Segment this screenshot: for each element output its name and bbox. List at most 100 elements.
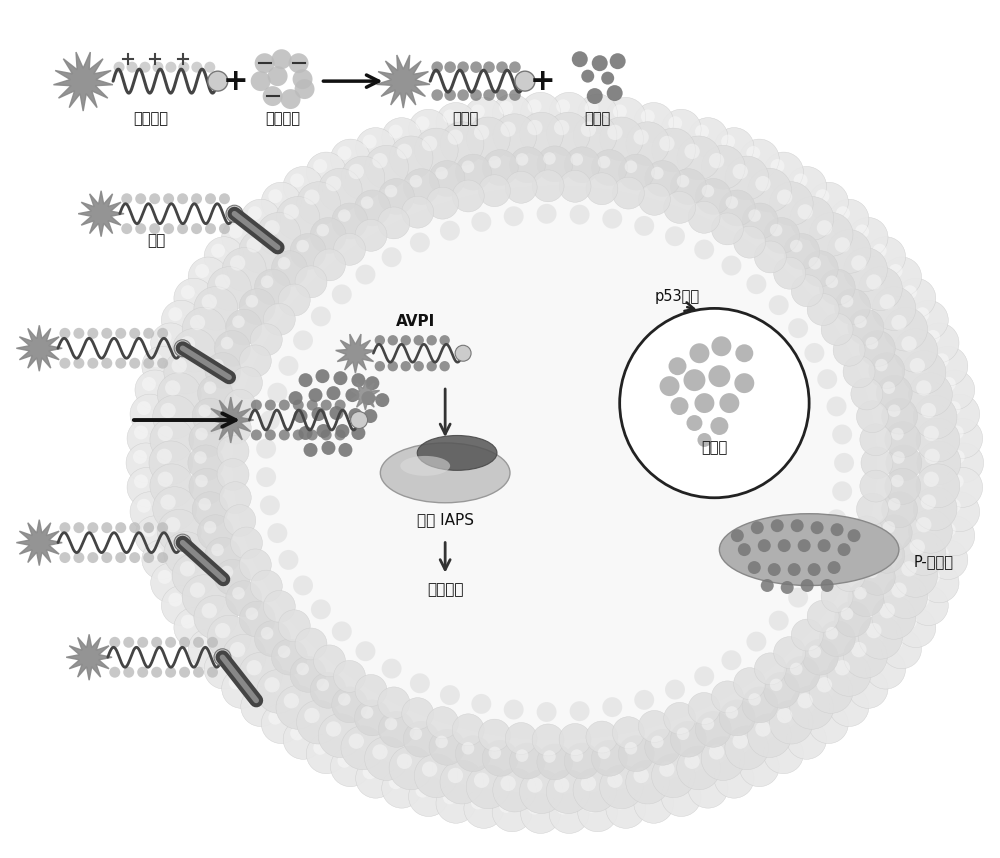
Circle shape [149,353,163,367]
Circle shape [455,154,491,190]
Circle shape [466,117,510,161]
Circle shape [851,642,867,657]
Circle shape [677,746,721,790]
Circle shape [345,388,359,402]
Circle shape [149,441,193,485]
Circle shape [276,196,320,240]
Circle shape [311,306,331,326]
Circle shape [748,714,791,758]
Circle shape [263,86,283,106]
Circle shape [721,765,735,779]
Circle shape [471,694,491,714]
Circle shape [297,182,340,226]
Circle shape [855,225,869,239]
Circle shape [761,579,774,592]
Circle shape [869,353,905,389]
Circle shape [708,366,730,387]
Circle shape [817,536,837,557]
Circle shape [222,217,262,257]
Circle shape [283,720,323,759]
Circle shape [807,293,839,325]
Circle shape [719,700,755,736]
Circle shape [854,316,867,328]
Circle shape [191,62,202,73]
Circle shape [505,722,537,754]
Circle shape [135,516,175,556]
Circle shape [182,575,226,619]
Circle shape [115,552,126,563]
Circle shape [835,660,850,675]
Circle shape [161,300,201,340]
Circle shape [479,719,510,751]
Circle shape [150,464,194,508]
Circle shape [834,288,870,324]
Circle shape [797,693,813,709]
Circle shape [431,62,443,73]
Circle shape [215,275,230,290]
Circle shape [256,467,276,487]
Circle shape [211,359,224,372]
Circle shape [137,637,148,648]
Circle shape [791,519,804,532]
Circle shape [908,372,952,416]
Circle shape [935,370,975,410]
Circle shape [581,122,596,137]
Circle shape [414,754,458,798]
Circle shape [876,375,912,411]
Circle shape [821,313,853,345]
Circle shape [229,225,243,239]
Circle shape [219,481,251,514]
Circle shape [448,768,463,783]
Circle shape [880,294,895,310]
Circle shape [714,758,754,798]
Circle shape [926,330,940,344]
Circle shape [129,328,140,339]
Circle shape [268,190,282,203]
Circle shape [586,172,618,205]
Circle shape [260,495,280,516]
Circle shape [769,700,813,744]
Circle shape [701,145,745,189]
Circle shape [527,120,543,136]
Circle shape [149,223,160,234]
Circle shape [190,315,205,330]
Circle shape [231,367,262,399]
Circle shape [684,753,700,769]
Circle shape [474,772,489,788]
Circle shape [157,358,168,369]
Circle shape [257,213,301,257]
Circle shape [174,607,214,648]
Circle shape [207,637,218,648]
Circle shape [309,388,322,402]
Circle shape [915,307,929,321]
Circle shape [537,702,557,722]
Circle shape [219,412,251,444]
Circle shape [211,544,224,556]
Circle shape [917,441,961,485]
Circle shape [866,565,878,578]
Circle shape [341,156,385,200]
Circle shape [153,396,197,439]
Circle shape [335,424,349,438]
Circle shape [910,358,925,373]
Circle shape [916,418,960,462]
Circle shape [284,204,299,220]
Circle shape [211,244,225,257]
Circle shape [337,146,351,160]
Circle shape [543,750,556,763]
Circle shape [831,523,844,536]
Circle shape [943,468,983,507]
Circle shape [493,768,537,812]
Circle shape [152,62,163,73]
Circle shape [612,177,644,209]
Circle shape [817,369,837,390]
Circle shape [226,205,243,222]
Circle shape [527,777,543,793]
Circle shape [613,105,627,118]
Circle shape [414,128,458,172]
Circle shape [821,580,853,613]
Circle shape [307,400,318,411]
Circle shape [802,639,838,675]
Circle shape [702,184,714,197]
Circle shape [844,248,887,292]
